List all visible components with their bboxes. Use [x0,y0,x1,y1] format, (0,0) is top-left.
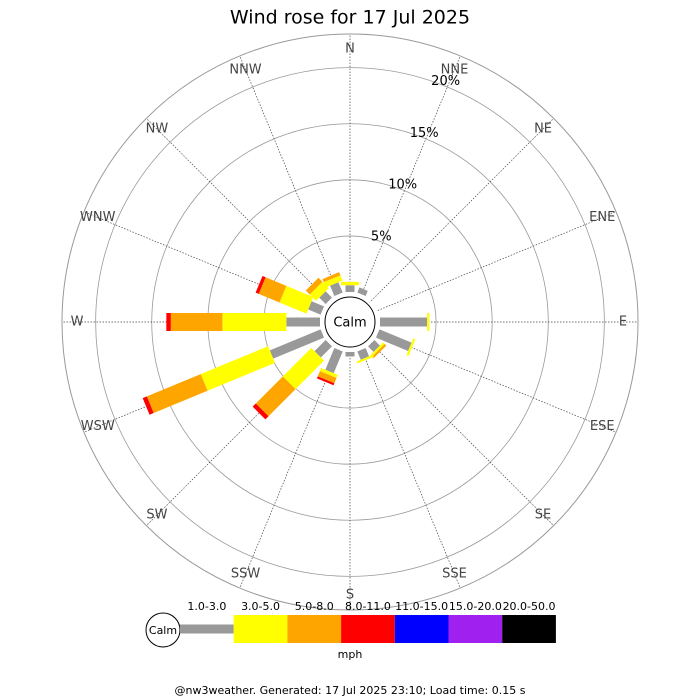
direction-label: S [346,588,354,603]
rose-segment [371,343,387,359]
r-tick-label: 10% [388,178,417,193]
rose-segment [356,354,375,364]
spoke [239,349,339,589]
rose-segment [317,371,337,384]
direction-label: SSE [442,567,467,582]
rose-segment [370,342,385,357]
rose-segment [357,287,368,297]
legend-label: 5.0-8.0 [295,600,334,613]
legend-calm-label: Calm [149,624,177,637]
rose-segment [325,347,343,374]
spoke [377,333,617,433]
r-tick-label: 5% [371,229,392,244]
rose-segment [282,347,325,390]
direction-label: NNW [229,62,261,77]
spoke [370,342,554,526]
legend-swatch [394,615,449,643]
rose-segment [308,301,325,315]
rose-segment [252,403,269,420]
rose-segment [406,338,416,356]
direction-label: SSW [231,567,261,582]
footer: @nw3weather. Generated: 17 Jul 2025 23:1… [175,684,526,697]
rose-segment [375,329,412,351]
legend-swatch [180,624,234,634]
legend-unit: mph [338,648,363,661]
rose-segment [323,275,343,288]
rose-segment [330,282,343,297]
rose-segment [146,374,208,414]
spoke [239,55,339,295]
r-tick-label: 20% [431,74,460,89]
spoke [146,118,330,302]
rose-segment [279,285,314,314]
grid-ring [95,67,605,577]
chart-title: Wind rose for 17 Jul 2025 [230,7,470,29]
spoke [361,349,461,589]
rose-segment [269,329,325,359]
legend-label: 11.0-15.0 [395,600,448,613]
legend-swatch [502,615,556,643]
rose-segment [368,340,380,352]
legend-label: 20.0-50.0 [503,600,556,613]
direction-label: NE [534,121,552,136]
legend-swatch [287,615,342,643]
rose-segment [258,277,287,303]
rose-segment [309,281,329,301]
direction-label: SE [535,508,551,523]
direction-label: SW [146,508,167,523]
rose-segment [305,277,323,295]
rose-segment [314,340,332,358]
rose-segment [255,276,266,294]
spoke [377,211,617,311]
direction-label: ESE [590,419,615,434]
direction-label: NNE [441,62,469,77]
legend-swatch [233,615,288,643]
legend-swatch [341,615,395,643]
rose-segment [316,376,335,386]
calm-label: Calm [333,316,366,331]
spoke [361,55,461,295]
direction-label: W [71,315,84,330]
outer-ring [61,33,639,611]
spoke [370,118,554,302]
rose-segment [200,346,275,391]
direction-label: E [619,315,627,330]
rose-segment [142,396,154,415]
calm-circle [324,296,376,348]
legend-swatch [448,615,503,643]
rose-segment [357,347,370,360]
rose-segment [319,368,338,379]
rose-segment [322,272,341,283]
rose-segment [255,376,296,417]
direction-label: WNW [80,210,116,225]
r-tick-label: 15% [410,126,439,141]
direction-label: ENE [589,210,615,225]
legend-label: 1.0-3.0 [187,600,226,613]
direction-label: NW [146,121,169,136]
direction-label: WSW [81,419,115,434]
rose-segment [319,291,332,304]
legend-label: 3.0-5.0 [241,600,280,613]
legend-label: 8.0-11.0 [345,600,391,613]
direction-label: N [345,42,355,57]
legend-label: 15.0-20.0 [449,600,502,613]
